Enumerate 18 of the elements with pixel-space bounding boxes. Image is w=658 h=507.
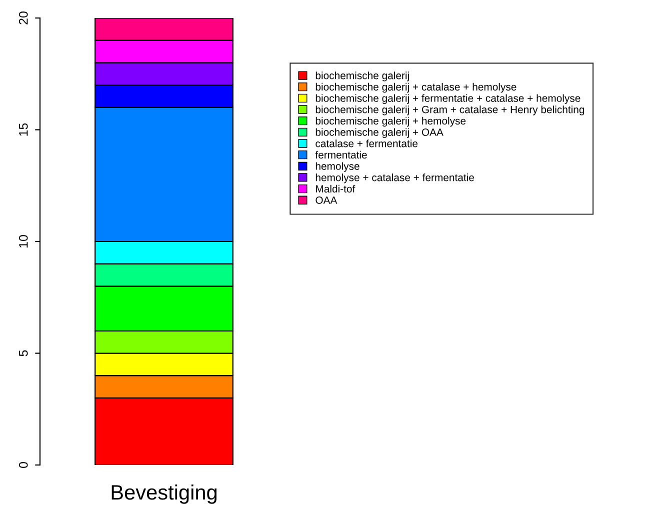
y-tick-label: 5 bbox=[19, 350, 28, 356]
legend-label: biochemische galerij + Gram + catalase + Henry belichting bbox=[316, 106, 584, 116]
y-tick-label: 0 bbox=[18, 462, 28, 468]
legend-label: catalase + fermentatie bbox=[316, 140, 418, 148]
legend-label: biochemische galerij bbox=[316, 72, 409, 82]
legend-label: hemolyse bbox=[316, 162, 360, 172]
y-tick-label: 10 bbox=[18, 235, 28, 248]
legend-label: biochemische galerij + fermentatie + catalase + hemolyse bbox=[316, 94, 580, 104]
legend-label: OAA bbox=[316, 196, 338, 204]
x-tick-label: Bevestiging bbox=[112, 484, 217, 504]
y-tick-label: 20 bbox=[18, 12, 28, 24]
legend-label: biochemische galerij + catalase + hemolyse bbox=[316, 82, 516, 93]
legend-label: Maldi-tof bbox=[316, 184, 356, 193]
legend-label: biochemische galerij + OAA bbox=[316, 128, 444, 138]
legend-label: fermentatie bbox=[315, 150, 367, 159]
y-tick-label: 15 bbox=[19, 123, 28, 136]
legend-label: hemolyse + catalase + fermentatie bbox=[316, 174, 474, 184]
legend-label: biochemische galerij + hemolyse bbox=[316, 116, 466, 127]
